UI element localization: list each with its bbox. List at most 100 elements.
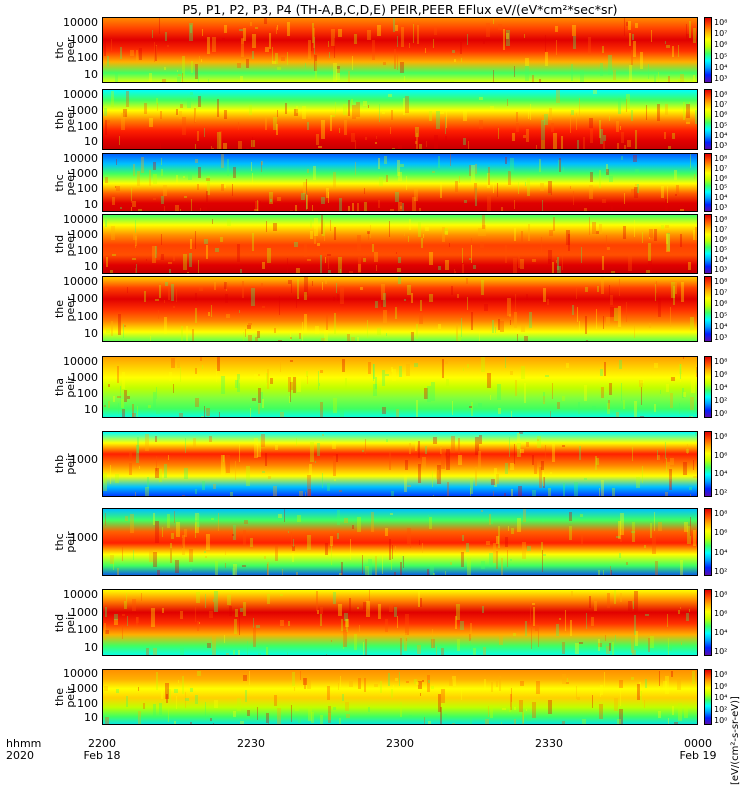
spectrogram-texture — [245, 690, 247, 702]
spectrogram-texture — [397, 36, 398, 47]
spectrogram-texture — [267, 562, 269, 575]
spectrogram-texture — [493, 543, 496, 563]
spectrogram-texture — [394, 607, 397, 617]
spectrogram-texture — [680, 209, 684, 211]
spectrogram-texture — [562, 721, 565, 724]
colorbar-tick-label: 10⁷ — [714, 29, 728, 39]
spectrogram-texture — [680, 560, 683, 575]
spectrogram-texture — [471, 245, 472, 263]
spectrogram-texture — [526, 709, 527, 711]
colorbar-tick-label: 10⁸ — [714, 432, 728, 441]
spectrogram-texture — [475, 164, 477, 174]
spectrogram-texture — [687, 444, 688, 454]
spectrogram-texture — [237, 244, 240, 262]
spectrogram-texture — [185, 692, 186, 708]
spectrogram-texture — [313, 28, 315, 48]
spectrogram-texture — [352, 203, 354, 211]
spectrogram-texture — [658, 522, 662, 531]
spectrogram-texture — [450, 562, 452, 565]
spectrogram-texture — [377, 328, 381, 335]
spectrogram-texture — [242, 565, 246, 567]
spectrogram-texture — [665, 199, 668, 211]
spectrogram-texture — [305, 63, 306, 68]
spectrogram-texture — [270, 199, 272, 202]
spectrogram-texture — [157, 149, 159, 150]
spectrogram-texture — [180, 104, 183, 108]
spectrogram-texture — [155, 521, 159, 543]
spectrogram-texture — [621, 383, 622, 401]
spectrogram-texture — [537, 436, 541, 448]
spectrogram-texture — [608, 400, 610, 409]
spectrogram-texture — [368, 105, 369, 108]
spectrogram-texture — [147, 477, 149, 488]
spectrogram-texture — [150, 336, 151, 341]
spectrogram-texture — [264, 556, 266, 559]
spectrogram-texture — [232, 568, 235, 575]
spectrogram-texture — [665, 225, 669, 228]
spectrogram-texture — [368, 559, 372, 575]
spectrogram-texture — [364, 202, 367, 211]
spectrogram-texture — [240, 608, 243, 612]
colorbar-tick-label: 10³ — [714, 265, 728, 274]
spectrogram-texture — [407, 528, 411, 544]
spectrogram-texture — [499, 634, 503, 645]
spectrogram-texture — [666, 45, 670, 48]
spectrogram-texture — [654, 404, 656, 412]
spectrogram-texture — [148, 405, 151, 408]
spectrogram-texture — [635, 130, 637, 149]
spectrogram-texture — [366, 601, 370, 617]
spectrogram-texture — [671, 282, 675, 298]
spectrogram-texture — [672, 133, 675, 139]
spectrogram-texture — [563, 483, 565, 496]
y-tick-label: 10000 — [63, 275, 98, 289]
spectrogram-texture — [333, 592, 336, 604]
spectrogram-texture — [527, 546, 531, 551]
spectrogram-texture — [219, 131, 222, 149]
spectrogram-texture — [566, 655, 567, 656]
spectrogram-texture — [262, 306, 265, 308]
spectrogram-texture — [665, 492, 668, 496]
spectrogram-texture — [266, 221, 267, 232]
spectrogram-texture — [411, 293, 413, 303]
spectrogram-texture — [471, 165, 475, 183]
spectrogram-texture — [215, 561, 218, 575]
spectrogram-texture — [683, 462, 687, 475]
spectrogram-texture — [331, 545, 332, 565]
spectrogram-texture — [120, 47, 122, 59]
colorbar — [704, 276, 712, 342]
spectrogram-texture — [461, 58, 462, 62]
spectrogram-texture — [329, 52, 330, 58]
spectrogram-texture — [368, 362, 371, 374]
spectrogram-texture — [139, 717, 141, 724]
spectrogram-texture — [122, 547, 123, 561]
spectrogram-texture — [537, 439, 539, 441]
spectrogram-texture — [243, 28, 246, 41]
spectrogram-texture — [599, 488, 600, 496]
spectrogram-texture — [180, 648, 184, 655]
spectrogram-texture — [384, 156, 387, 164]
colorbar-tick-label: 10⁰ — [714, 409, 728, 418]
spectrogram-texture — [164, 317, 167, 334]
spectrogram-texture — [424, 388, 428, 399]
spectrogram-texture — [320, 402, 323, 417]
spectrogram-texture — [153, 552, 157, 567]
spectrogram-texture — [131, 207, 132, 211]
spectrogram-texture — [426, 141, 427, 147]
spectrogram-texture — [133, 232, 137, 240]
spectrogram-texture — [105, 220, 107, 227]
spectrogram-texture — [395, 192, 399, 202]
spectrogram-texture — [332, 441, 336, 449]
spectrogram-texture — [532, 490, 536, 496]
spectrogram-texture — [139, 466, 140, 469]
spectrogram-texture — [591, 617, 594, 626]
spectrogram-texture — [402, 556, 404, 566]
spectrogram-texture — [281, 57, 285, 61]
spectrogram-texture — [334, 313, 336, 334]
y-tick-label: 10000 — [63, 354, 98, 368]
spectrogram-texture — [292, 553, 294, 562]
spectrogram-texture — [576, 113, 577, 130]
spectrogram-texture — [347, 334, 350, 341]
spectrogram-texture — [609, 383, 612, 395]
spectrogram-texture — [501, 558, 503, 575]
spectrogram-texture — [479, 97, 483, 100]
